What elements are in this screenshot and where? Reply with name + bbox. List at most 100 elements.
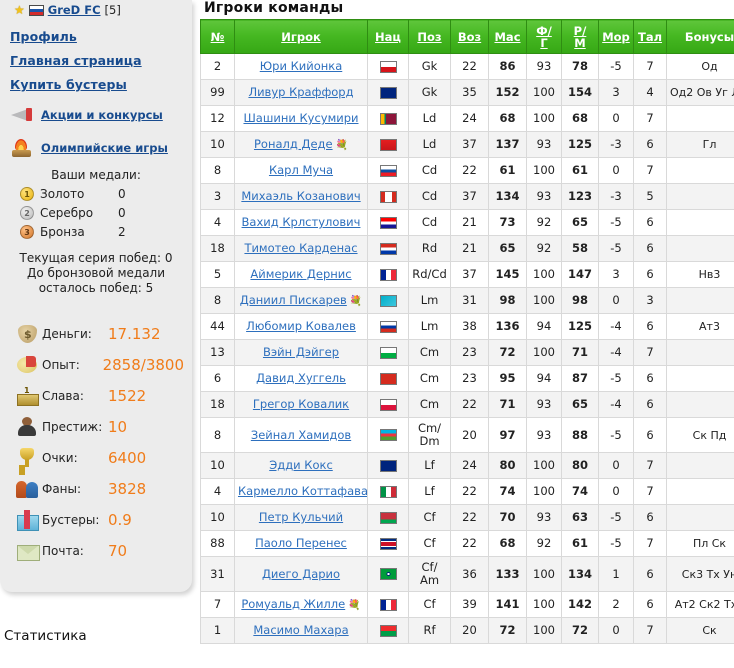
- table-row[interactable]: 18 Тимотео Карденас Rd 21 65 92 58 -5 6: [200, 235, 734, 262]
- player-name-link[interactable]: Карл Муча: [268, 163, 334, 177]
- cell-player-name[interactable]: Шашини Кусумири: [234, 105, 368, 132]
- table-row[interactable]: 18 Грегор Ковалик Cm 22 71 93 65 -4 6: [200, 391, 734, 418]
- table-row[interactable]: 12 Шашини Кусумири Ld 24 68 100 68 0 7: [200, 105, 734, 132]
- cell-rm: 80: [561, 452, 599, 479]
- player-name-link[interactable]: Вэйн Дэйгер: [262, 345, 340, 359]
- table-row[interactable]: 8 Зейнал Хамидов Cm/Dm 20 97 93 88 -5 6 Ск Пд: [200, 417, 734, 453]
- cell-player-name[interactable]: Тимотео Карденас: [234, 235, 368, 262]
- table-row[interactable]: 2 Юри Кийонка Gk 22 86 93 78 -5 7 Од: [200, 53, 734, 80]
- col-header-player[interactable]: Игрок: [234, 19, 368, 54]
- col-header-mastery[interactable]: Мас: [488, 19, 527, 54]
- col-header-rm[interactable]: Р/М: [561, 19, 599, 54]
- table-row[interactable]: 3 Михаэль Козанович Cd 37 134 93 123 -3 5: [200, 183, 734, 210]
- player-name-link[interactable]: Зейнал Хамидов: [250, 427, 352, 442]
- player-name-link[interactable]: Шашини Кусумири: [243, 111, 359, 125]
- table-row[interactable]: 10 Эдди Кокс Lf 24 80 100 80 0 7: [200, 452, 734, 479]
- sidebar-item-main-page[interactable]: Главная страница: [10, 53, 142, 68]
- col-header-fitness[interactable]: Ф/Г: [526, 19, 562, 54]
- player-name-link[interactable]: Тимотео Карденас: [244, 241, 358, 255]
- player-name-link[interactable]: Кармелло Коттафава: [238, 484, 368, 498]
- col-header-talent[interactable]: Тал: [633, 19, 667, 54]
- player-name-link[interactable]: Роналд Деде: [253, 136, 333, 151]
- cell-player-name[interactable]: Зейнал Хамидов: [234, 417, 368, 453]
- player-name-link[interactable]: Петр Кульчий: [258, 510, 344, 524]
- table-row[interactable]: 4 Кармелло Коттафава Lf 22 74 100 74 0 7: [200, 478, 734, 505]
- cell-morale: -5: [598, 53, 634, 80]
- burkinafaso-flag-icon: [379, 624, 397, 637]
- cell-player-name[interactable]: Даниил Пискарев 💐: [234, 287, 368, 314]
- table-row[interactable]: 8 Карл Муча Cd 22 61 100 61 0 7: [200, 157, 734, 184]
- cell-player-name[interactable]: Вахид Крлстулович: [234, 209, 368, 236]
- cell-player-name[interactable]: Ромуальд Жилле 💐: [234, 591, 368, 618]
- cell-age: 24: [450, 452, 489, 479]
- cell-player-name[interactable]: Диего Дарио: [234, 556, 368, 592]
- player-name-link[interactable]: Диего Дарио: [261, 566, 341, 581]
- table-row[interactable]: 44 Любомир Ковалев Lm 38 136 94 125 -4 6 Ат3: [200, 313, 734, 340]
- star-icon[interactable]: ★: [14, 3, 25, 17]
- player-name-link[interactable]: Ромуальд Жилле: [241, 596, 346, 611]
- table-row[interactable]: 88 Паоло Перенес Cf 22 68 92 61 -5 7 Пл Ск: [200, 530, 734, 557]
- money-value: 17.132: [108, 324, 161, 343]
- col-header-number[interactable]: №: [200, 19, 235, 54]
- player-name-link[interactable]: Паоло Перенес: [255, 536, 347, 550]
- points-value: 6400: [108, 448, 147, 467]
- cell-player-name[interactable]: Любомир Ковалев: [234, 313, 368, 340]
- table-row[interactable]: 99 Ливур Краффорд Gk 35 152 100 154 3 4 Од2 Ов Уг…: [200, 79, 734, 106]
- player-name-link[interactable]: Ливур Краффорд: [248, 85, 354, 99]
- sidebar-item-buy-boosters[interactable]: Купить бустеры: [10, 77, 127, 92]
- silver-medal-label: Серебро: [40, 206, 94, 220]
- player-name-link[interactable]: Давид Хуггель: [256, 371, 346, 385]
- cell-player-name[interactable]: Давид Хуггель: [234, 365, 368, 392]
- player-name-link[interactable]: Грегор Ковалик: [252, 397, 350, 411]
- cell-position: Cf: [408, 530, 451, 557]
- cell-player-name[interactable]: Кармелло Коттафава: [234, 478, 368, 505]
- col-header-position[interactable]: Поз: [408, 19, 451, 54]
- col-header-nationality[interactable]: Нац: [367, 19, 409, 54]
- player-name-link[interactable]: Вахид Крлстулович: [241, 215, 361, 229]
- player-name-link[interactable]: Эдди Кокс: [269, 458, 333, 472]
- table-row[interactable]: 5 Аймерик Дернис Rd/Cd 37 145 100 147 3 6 Нв3: [200, 261, 734, 288]
- table-row[interactable]: 31 Диего Дарио Cf/Am 36 133 100 134 1 6 Ск3 Тх Ун: [200, 556, 734, 592]
- sidebar-item-olympic-games[interactable]: Олимпийские игры: [8, 138, 184, 158]
- table-row[interactable]: 6 Давид Хуггель Cm 23 95 94 87 -5 6: [200, 365, 734, 392]
- cell-player-name[interactable]: Михаэль Козанович: [234, 183, 368, 210]
- table-row[interactable]: 1 Масимо Махара Rf 20 72 100 72 0 7 Ск: [200, 617, 734, 644]
- promotions-label[interactable]: Акции и конкурсы: [41, 108, 163, 122]
- cell-player-name[interactable]: Юри Кийонка: [234, 53, 368, 80]
- player-name-link[interactable]: Даниил Пискарев: [239, 292, 347, 307]
- cell-talent: 6: [633, 391, 667, 418]
- player-name-link[interactable]: Масимо Махара: [253, 623, 349, 637]
- sidebar-item-profile[interactable]: Профиль: [10, 29, 77, 44]
- table-row[interactable]: 10 Петр Кульчий Cf 22 70 93 63 -5 6: [200, 504, 734, 531]
- olympic-games-label[interactable]: Олимпийские игры: [41, 141, 168, 155]
- cell-player-name[interactable]: Карл Муча: [234, 157, 368, 184]
- cell-player-name[interactable]: Петр Кульчий: [234, 504, 368, 531]
- table-row[interactable]: 8 Даниил Пискарев 💐 Lm 31 98 100 98 0 3: [200, 287, 734, 314]
- player-name-link[interactable]: Юри Кийонка: [259, 59, 343, 73]
- sidebar-item-promotions[interactable]: Акции и конкурсы: [8, 105, 184, 125]
- cell-player-name[interactable]: Ливур Краффорд: [234, 79, 368, 106]
- cell-player-name[interactable]: Грегор Ковалик: [234, 391, 368, 418]
- main-content: Игроки команды № Игрок Нац Поз Воз Мас Ф…: [200, 0, 734, 668]
- envelope-icon[interactable]: [14, 539, 42, 563]
- player-name-link[interactable]: Михаэль Козанович: [241, 189, 361, 203]
- cell-number: 4: [200, 209, 235, 236]
- cell-bonuses: [666, 287, 734, 314]
- cell-player-name[interactable]: Роналд Деде 💐: [234, 131, 368, 158]
- table-row[interactable]: 13 Вэйн Дэйгер Cm 23 72 100 71 -4 7: [200, 339, 734, 366]
- player-name-link[interactable]: Любомир Ковалев: [246, 319, 356, 333]
- cell-player-name[interactable]: Аймерик Дернис: [234, 261, 368, 288]
- cell-mastery: 86: [488, 53, 527, 80]
- table-row[interactable]: 10 Роналд Деде 💐 Ld 37 137 93 125 -3 6 Гл: [200, 131, 734, 158]
- player-name-link[interactable]: Аймерик Дернис: [250, 267, 352, 281]
- cell-player-name[interactable]: Эдди Кокс: [234, 452, 368, 479]
- col-header-morale[interactable]: Мор: [598, 19, 634, 54]
- club-name-link[interactable]: GreD FC: [47, 3, 101, 17]
- col-header-age[interactable]: Воз: [450, 19, 489, 54]
- table-row[interactable]: 7 Ромуальд Жилле 💐 Cf 39 141 100 142 2 6 Ат2 Ск2 Т…: [200, 591, 734, 618]
- cell-fitness: 92: [526, 209, 562, 236]
- cell-player-name[interactable]: Вэйн Дэйгер: [234, 339, 368, 366]
- cell-player-name[interactable]: Масимо Махара: [234, 617, 368, 644]
- cell-player-name[interactable]: Паоло Перенес: [234, 530, 368, 557]
- table-row[interactable]: 4 Вахид Крлстулович Cd 21 73 92 65 -5 6: [200, 209, 734, 236]
